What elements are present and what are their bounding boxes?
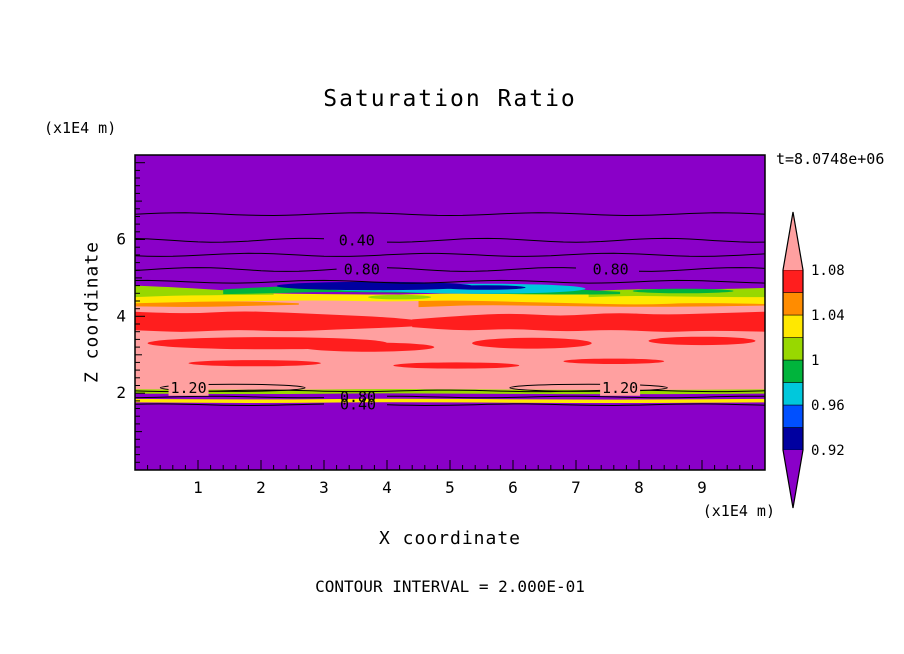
y-tick-labels: 2 4 6 xyxy=(116,230,126,403)
svg-text:4: 4 xyxy=(116,306,126,325)
svg-text:0.80: 0.80 xyxy=(593,260,629,278)
x-axis-units-label: (x1E4 m) xyxy=(702,502,775,520)
x-tick-labels: 1 2 3 4 5 6 7 8 9 xyxy=(193,478,707,497)
colorbar-labels: 0.92 0.96 1 1.04 1.08 xyxy=(811,263,845,459)
svg-text:9: 9 xyxy=(697,478,707,497)
svg-text:8: 8 xyxy=(634,478,644,497)
saturation-field xyxy=(135,155,765,470)
svg-text:1.20: 1.20 xyxy=(170,379,206,397)
svg-text:4: 4 xyxy=(382,478,392,497)
svg-text:0.80: 0.80 xyxy=(340,388,376,406)
time-stamp-label: t=8.0748e+06 xyxy=(776,150,885,168)
svg-text:0.40: 0.40 xyxy=(339,231,375,249)
svg-text:7: 7 xyxy=(571,478,581,497)
contour-interval-note: CONTOUR INTERVAL = 2.000E-01 xyxy=(315,577,585,596)
svg-text:6: 6 xyxy=(116,230,126,249)
svg-text:0.92: 0.92 xyxy=(811,443,845,459)
svg-text:1: 1 xyxy=(811,353,819,369)
svg-text:5: 5 xyxy=(445,478,455,497)
svg-text:1: 1 xyxy=(193,478,203,497)
svg-text:2: 2 xyxy=(116,383,126,402)
y-axis-units-label: (x1E4 m) xyxy=(44,119,117,137)
svg-text:1.20: 1.20 xyxy=(602,379,638,397)
y-axis-title: Z coordinate xyxy=(81,240,103,384)
svg-text:1.04: 1.04 xyxy=(811,308,845,324)
svg-text:0.80: 0.80 xyxy=(344,260,380,278)
svg-text:1.08: 1.08 xyxy=(811,263,845,279)
contour-lines: 0.400.80 0.800.800.401.20 1.20 xyxy=(135,212,765,414)
axis-ticks xyxy=(135,162,753,470)
svg-text:6: 6 xyxy=(508,478,518,497)
colorbar xyxy=(782,211,804,509)
chart-title: Saturation Ratio xyxy=(323,86,577,112)
svg-text:0.40: 0.40 xyxy=(340,396,376,414)
svg-text:2: 2 xyxy=(256,478,266,497)
x-axis-title: X coordinate xyxy=(378,528,522,549)
svg-text:3: 3 xyxy=(319,478,329,497)
svg-text:0.96: 0.96 xyxy=(811,398,845,414)
